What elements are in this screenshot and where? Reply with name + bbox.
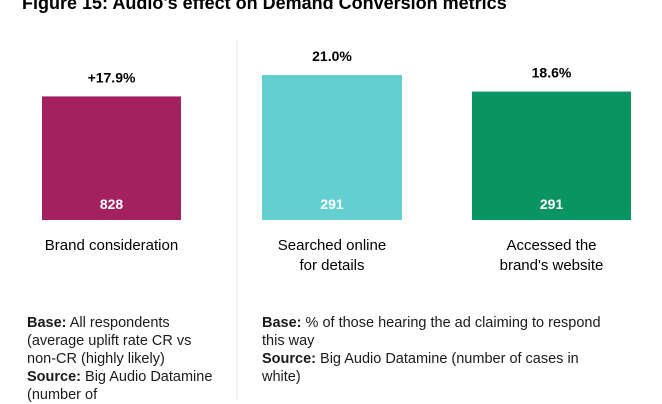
note-source-label: Source:	[262, 351, 316, 367]
note-source-label: Source:	[27, 369, 81, 385]
value-label: 21.0%	[312, 48, 352, 64]
category-line: Brand consideration	[45, 237, 178, 254]
note-left: Base: All respondents (average uplift ra…	[27, 314, 217, 404]
bar	[472, 91, 631, 220]
note-base-label: Base:	[262, 315, 302, 331]
count-label: 828	[100, 196, 124, 212]
count-label: 291	[540, 196, 564, 212]
note-base: % of those hearing the ad claiming to re…	[262, 315, 601, 349]
note-right: Base: % of those hearing the ad claiming…	[262, 314, 607, 386]
category-line: Searched online	[278, 237, 386, 254]
value-label: 18.6%	[532, 65, 572, 81]
count-label: 291	[320, 196, 344, 212]
note-base-label: Base:	[27, 315, 67, 331]
category-line: brand's website	[500, 257, 604, 274]
bar	[42, 96, 181, 220]
note-source: Big Audio Datamine (number of cases in w…	[262, 351, 579, 385]
category-label: Brand consideration	[45, 237, 178, 254]
note-source: Big Audio Datamine (number of	[27, 369, 213, 403]
value-label: +17.9%	[88, 69, 136, 85]
category-line: Accessed the	[506, 237, 596, 254]
bar	[262, 75, 402, 220]
category-label: Searched online for details	[278, 237, 386, 274]
category-label: Accessed the brand's website	[500, 237, 604, 274]
note-base: All respondents (average uplift rate CR …	[27, 315, 192, 367]
category-line: for details	[299, 257, 364, 274]
chart-title: Figure 15: Audio's effect on Demand Conv…	[22, 0, 507, 13]
